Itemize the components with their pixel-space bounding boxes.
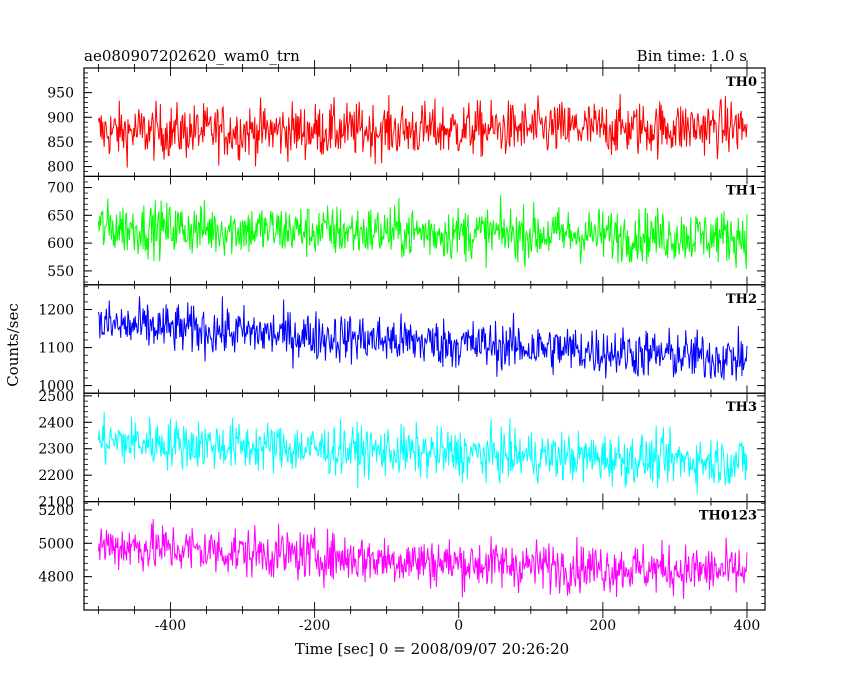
bin-time-label: Bin time: 1.0 s	[637, 47, 747, 65]
chart-title: ae080907202620_wam0_trn	[84, 47, 300, 65]
series-line-th3	[97, 411, 748, 494]
y-tick-label: 550	[47, 264, 74, 280]
panel-frame	[83, 501, 766, 611]
x-tick-label: -400	[155, 618, 186, 634]
panels-group: 800 850 900 950 TH0 550 600 650 700 TH1 1000 1100 12…	[38, 67, 766, 611]
y-tick-label: 5200	[38, 503, 74, 519]
x-axis-title: Time [sec] 0 = 2008/09/07 20:26:20	[295, 640, 569, 658]
x-axis: -400 -200 0 200 400	[97, 60, 761, 634]
panel-label: TH0123	[699, 509, 757, 524]
panel-label: TH0	[726, 75, 757, 90]
panel-th0123: 4800 5000 5200 TH0123	[38, 501, 766, 611]
y-tick-label: 650	[47, 208, 74, 224]
x-tick-label: 400	[734, 618, 761, 634]
y-tick-label: 900	[47, 110, 74, 126]
y-tick-label: 850	[47, 135, 74, 151]
panel-label: TH2	[726, 292, 757, 307]
y-tick-label: 1000	[38, 379, 74, 395]
panel-th2: 1000 1100 1200 TH2	[38, 284, 766, 395]
y-tick-label: 2200	[38, 468, 74, 484]
y-tick-label: 4800	[38, 570, 74, 586]
series-line-th2	[97, 296, 748, 381]
x-tick-label: 200	[589, 618, 616, 634]
y-tick-label: 2100	[38, 495, 74, 511]
y-tick-label: 700	[47, 181, 74, 197]
y-tick-label: 600	[47, 236, 74, 252]
series-line-th0123	[97, 519, 748, 599]
x-tick-label: -200	[299, 618, 330, 634]
y-axis-title: Counts/sec	[4, 303, 22, 387]
series-line-th1	[97, 195, 748, 269]
y-tick-label: 5000	[38, 536, 74, 552]
series-line-th0	[97, 94, 748, 168]
y-tick-label: 2300	[38, 442, 74, 458]
y-tick-label: 2500	[38, 389, 74, 405]
panel-th3: 2100 2200 2300 2400 2500 TH3	[38, 389, 766, 511]
y-tick-label: 950	[47, 86, 74, 102]
panel-th1: 550 600 650 700 TH1	[47, 175, 766, 286]
panel-label: TH3	[726, 400, 757, 415]
panel-th0: 800 850 900 950 TH0	[47, 67, 766, 178]
y-tick-label: 2400	[38, 415, 74, 431]
panel-label: TH1	[726, 183, 757, 198]
y-tick-label: 1100	[38, 341, 74, 357]
x-tick-label: 0	[454, 618, 463, 634]
y-tick-label: 800	[47, 160, 74, 176]
y-tick-label: 1200	[38, 303, 74, 319]
